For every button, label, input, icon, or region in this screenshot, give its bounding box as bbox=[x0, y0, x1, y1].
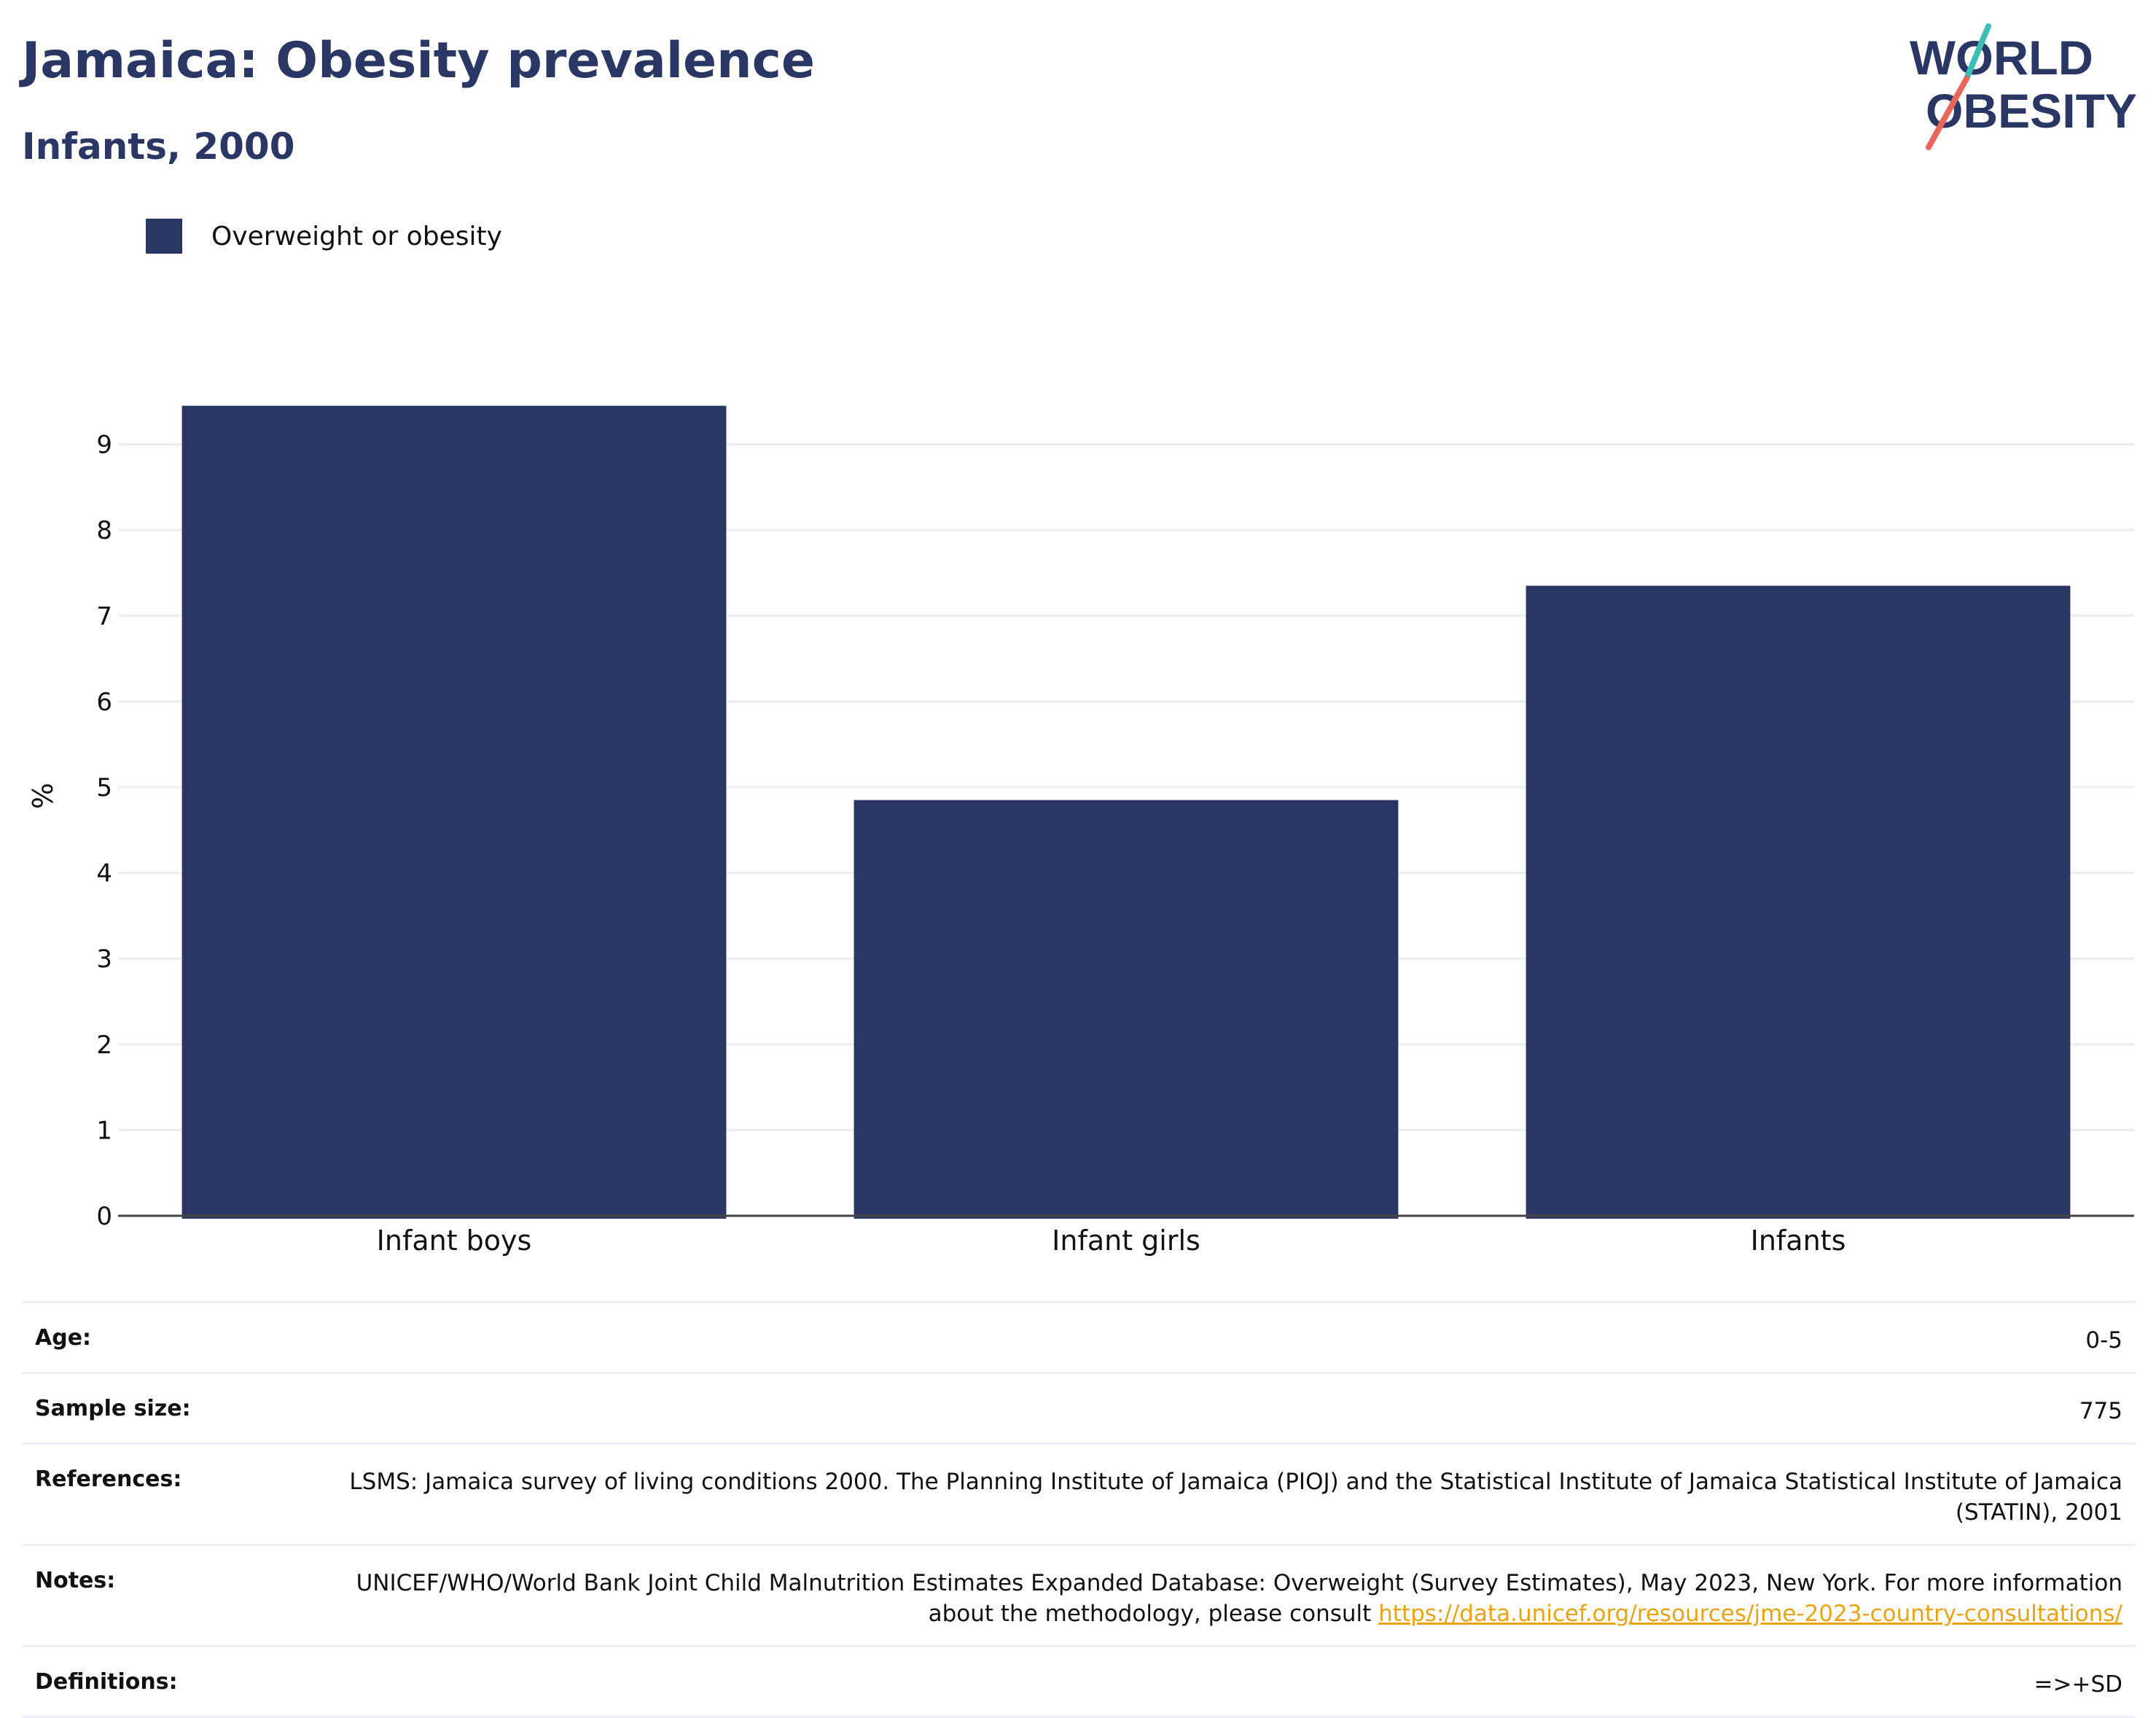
legend-label: Overweight or obesity bbox=[211, 221, 502, 251]
info-row-age: Age: 0-5 bbox=[22, 1301, 2136, 1372]
references-label: References: bbox=[35, 1467, 182, 1492]
y-tick-label: 5 bbox=[96, 773, 112, 803]
chart-legend: Overweight or obesity bbox=[146, 219, 502, 254]
axes: 0 1 2 3 4 5 6 7 8 9 Infant boys Infant girls Infants… bbox=[27, 431, 2134, 1257]
bar-chart: 0 1 2 3 4 5 6 7 8 9 Infant boys Infant girls Infants… bbox=[27, 405, 2134, 1257]
notes-link[interactable]: https://data.unicef.org/resources/jme-20… bbox=[1378, 1601, 2122, 1627]
logo-slash-coral bbox=[1926, 76, 1969, 150]
y-tick-label: 0 bbox=[96, 1202, 112, 1231]
notes-text: UNICEF/WHO/World Bank Joint Child Malnut… bbox=[356, 1570, 2122, 1627]
y-tick-label: 3 bbox=[96, 945, 112, 974]
notes-label: Notes: bbox=[35, 1568, 116, 1593]
definitions-value: =>+SD bbox=[2034, 1671, 2122, 1698]
x-tick-label: Infants bbox=[1751, 1225, 1846, 1257]
legend-swatch bbox=[146, 219, 182, 254]
definitions-label: Definitions: bbox=[35, 1669, 178, 1695]
logo-text-world: WORLD bbox=[1910, 31, 2093, 85]
chart-title: Jamaica: Obesity prevalence bbox=[22, 32, 815, 90]
info-row-sample-size: Sample size: 775 bbox=[22, 1372, 2136, 1442]
bar bbox=[1526, 585, 2071, 1219]
info-row-notes: Notes: UNICEF/WHO/World Bank Joint Child… bbox=[22, 1544, 2136, 1645]
references-value: LSMS: Jamaica survey of living condition… bbox=[349, 1469, 2122, 1526]
info-table: Age: 0-5 Sample size: 775 References: LS… bbox=[22, 1301, 2136, 1718]
chart-subtitle: Infants, 2000 bbox=[22, 125, 295, 168]
y-tick-label: 1 bbox=[96, 1116, 112, 1145]
bar bbox=[854, 800, 1399, 1219]
y-axis-label: % bbox=[27, 783, 59, 809]
y-tick-label: 6 bbox=[96, 687, 112, 717]
y-tick-label: 9 bbox=[96, 431, 112, 460]
y-tick-label: 4 bbox=[96, 859, 112, 889]
bar bbox=[181, 405, 727, 1219]
sample-size-value: 775 bbox=[2079, 1398, 2122, 1424]
info-row-definitions: Definitions: =>+SD bbox=[22, 1645, 2136, 1718]
sample-size-label: Sample size: bbox=[35, 1396, 191, 1421]
info-row-references: References: LSMS: Jamaica survey of livi… bbox=[22, 1442, 2136, 1544]
x-tick-label: Infant boys bbox=[377, 1225, 532, 1257]
x-tick-label: Infant girls bbox=[1052, 1225, 1200, 1257]
y-tick-label: 2 bbox=[96, 1031, 112, 1060]
y-tick-label: 7 bbox=[96, 602, 112, 631]
y-tick-label: 8 bbox=[96, 516, 112, 545]
logo-slash-teal bbox=[1964, 23, 1991, 82]
bars bbox=[181, 405, 2071, 1219]
age-value: 0-5 bbox=[2085, 1327, 2122, 1354]
age-label: Age: bbox=[35, 1325, 92, 1351]
notes-value: UNICEF/WHO/World Bank Joint Child Malnut… bbox=[297, 1568, 2122, 1629]
world-obesity-logo: WORLD OBESITY bbox=[1910, 23, 2137, 150]
